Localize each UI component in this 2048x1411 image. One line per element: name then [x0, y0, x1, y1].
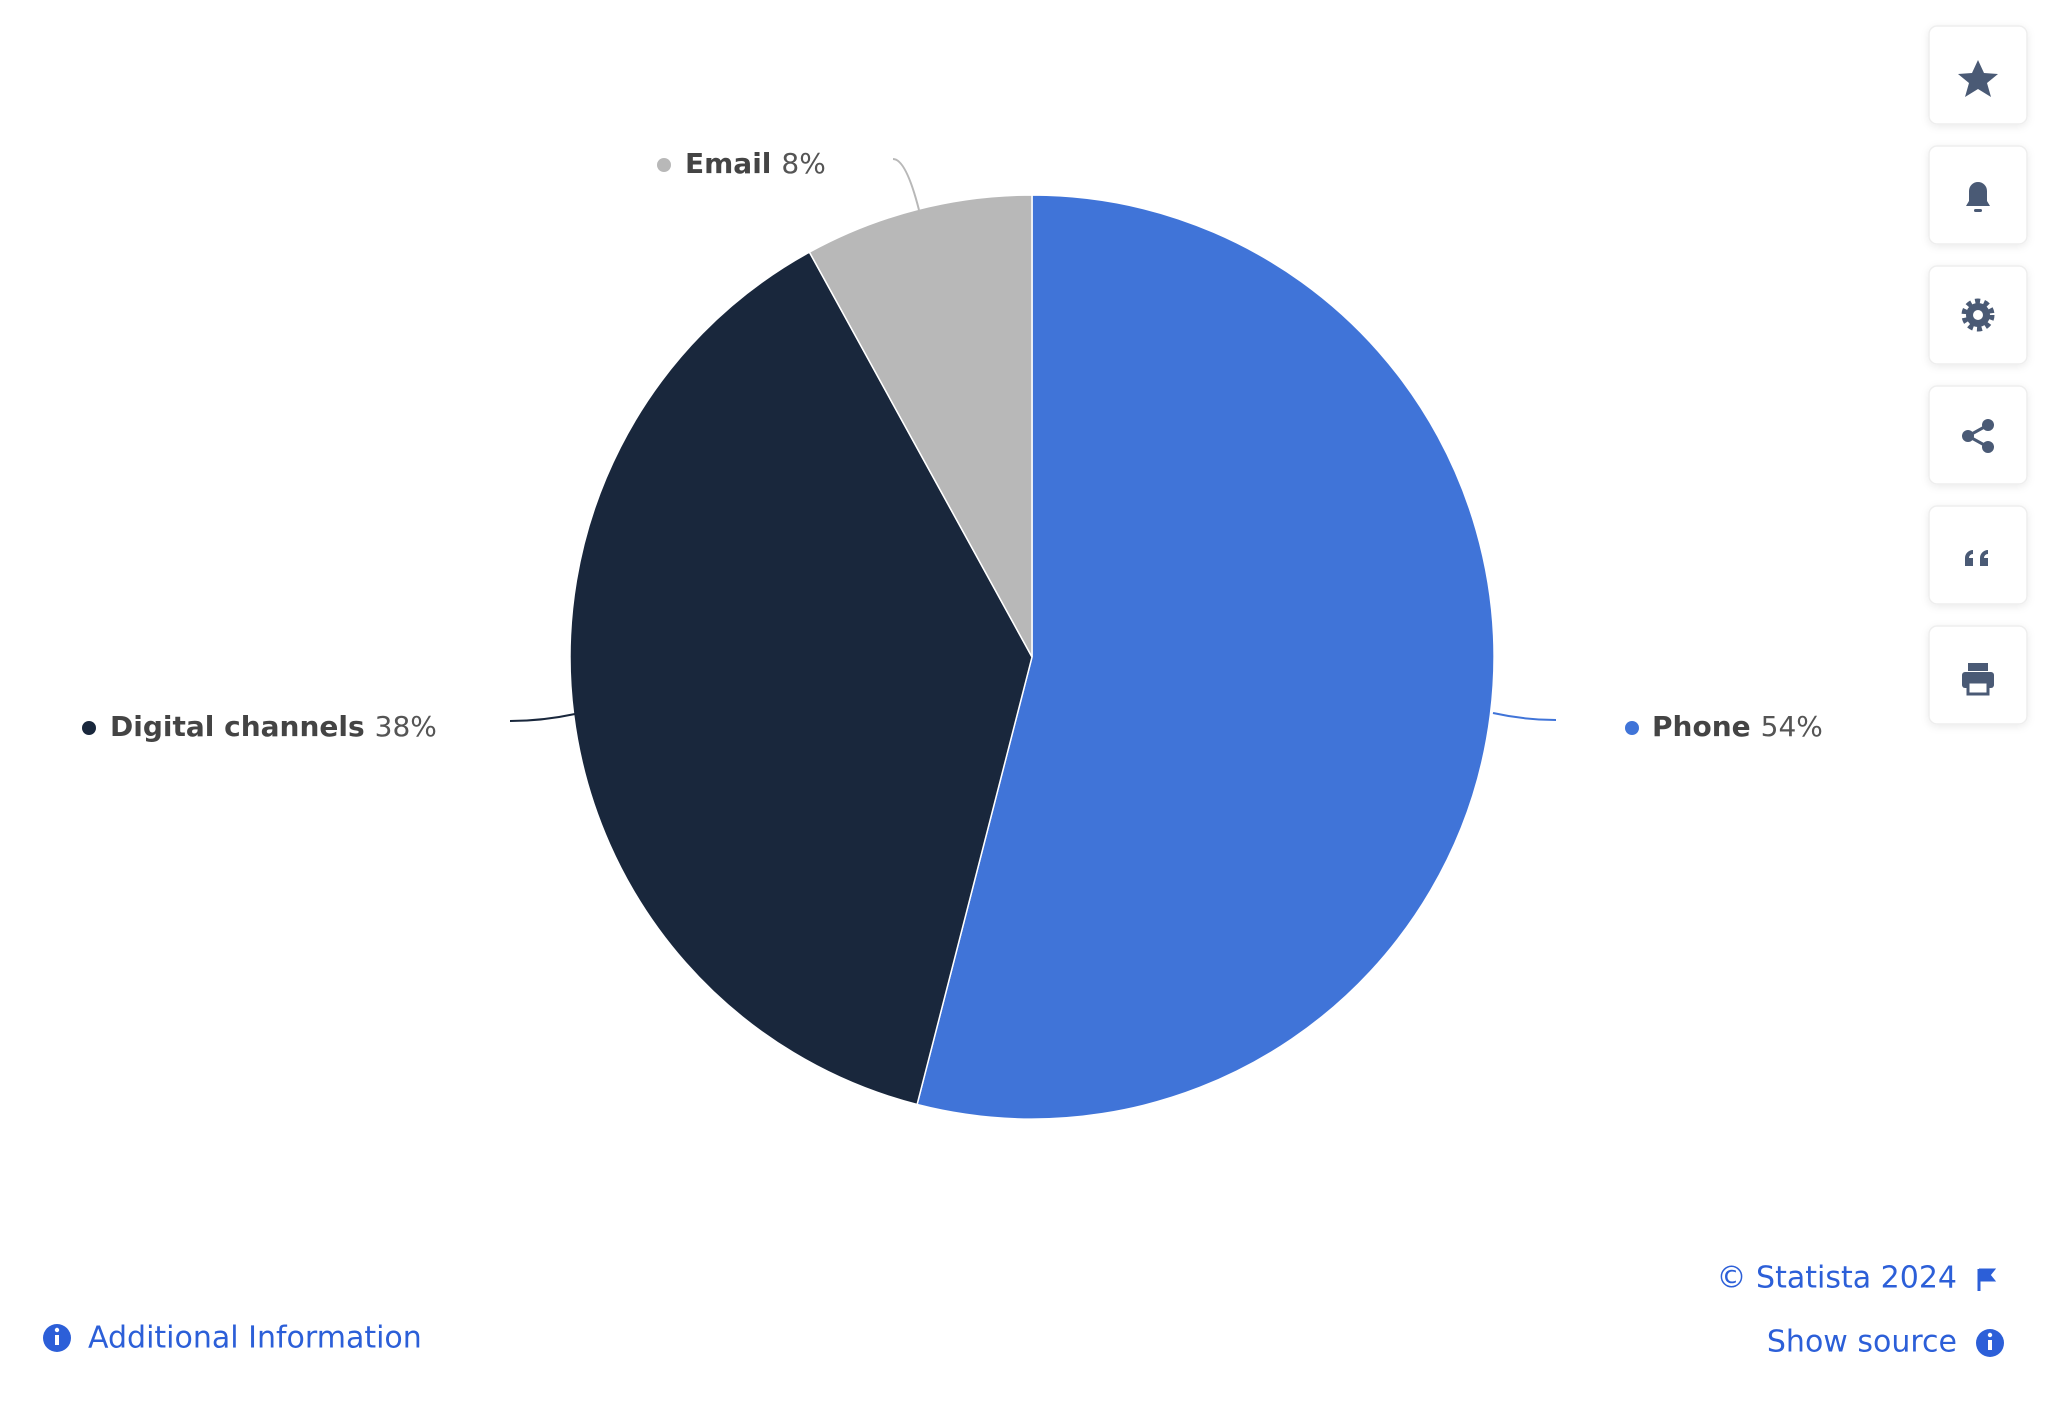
info-icon — [43, 1324, 71, 1352]
legend-dot — [82, 721, 96, 735]
copyright[interactable]: © Statista 2024 — [1717, 1261, 1957, 1296]
labels: Phone 54% Digital channels 38% Email 8% — [82, 147, 1823, 743]
data-label: Digital channels 38% — [110, 710, 437, 743]
pie-slice — [808, 194, 1033, 658]
share-button[interactable] — [1928, 385, 2028, 485]
data-label: Email 8% — [685, 147, 826, 180]
additional-information[interactable]: Additional Information — [88, 1321, 422, 1356]
category-label: Email — [685, 147, 771, 180]
pie — [569, 194, 1495, 1120]
category-label: Phone — [1652, 710, 1751, 743]
cite-button[interactable] — [1928, 505, 2028, 605]
value-label: 8% — [781, 147, 825, 180]
legend-dot — [657, 158, 671, 172]
connector — [892, 158, 920, 211]
pie-slice — [916, 194, 1495, 1120]
value-label: 54% — [1761, 710, 1823, 743]
connector — [509, 713, 576, 722]
show-source[interactable]: Show source — [1767, 1325, 1957, 1360]
print-button[interactable] — [1928, 625, 2028, 725]
toolbar — [1928, 25, 2028, 725]
settings-button[interactable] — [1928, 265, 2028, 365]
category-label: Digital channels — [110, 710, 365, 743]
flag-icon — [1977, 1268, 1997, 1291]
data-label: Phone 54% — [1652, 710, 1823, 743]
connector — [1492, 712, 1557, 721]
footer: © Statista 2024 Show source Additional I… — [43, 1261, 2004, 1360]
info-icon — [1976, 1329, 2004, 1357]
value-label: 38% — [375, 710, 437, 743]
notification-button[interactable] — [1928, 145, 2028, 245]
favorite-button[interactable] — [1928, 25, 2028, 125]
legend-dot — [1625, 721, 1639, 735]
